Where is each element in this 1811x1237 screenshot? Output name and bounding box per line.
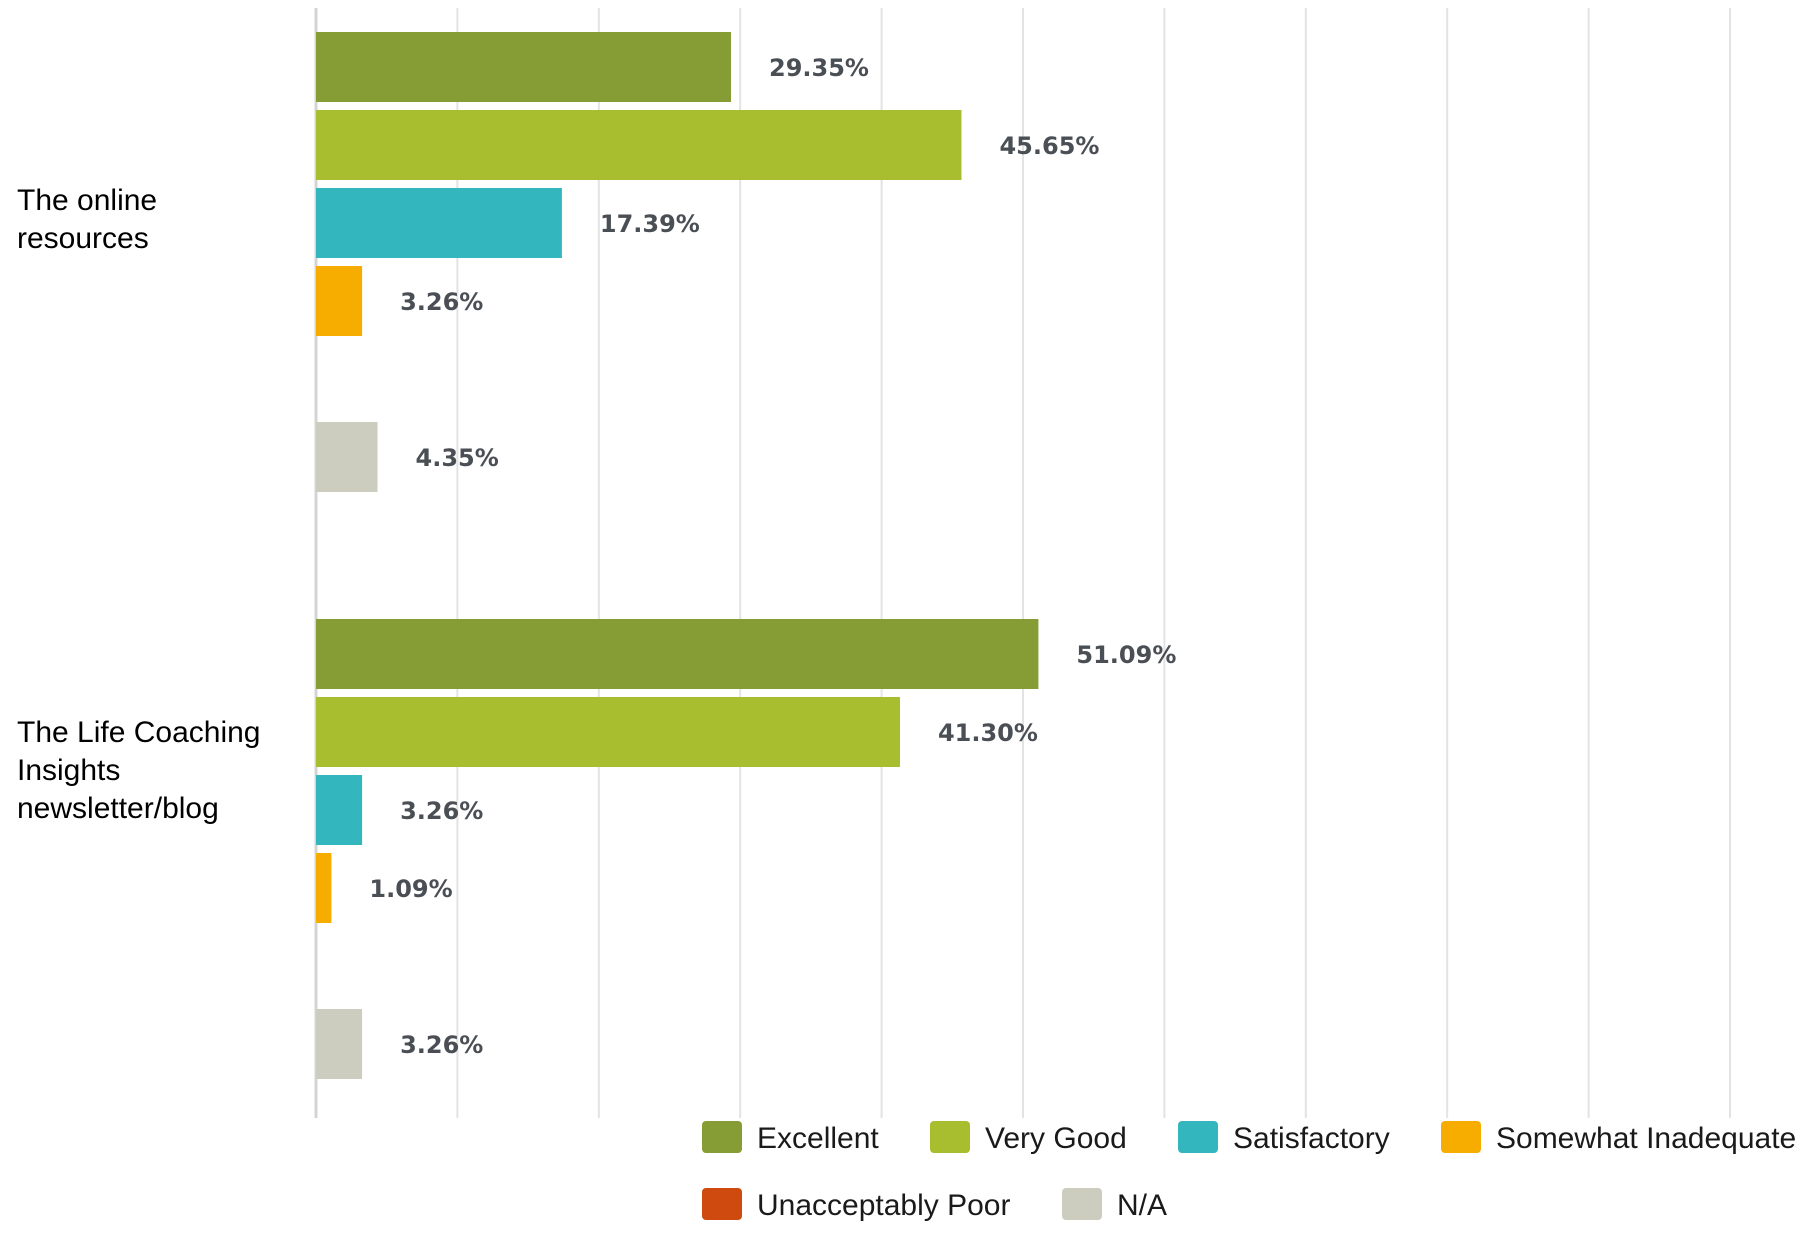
legend-item-satisfactory: Satisfactory xyxy=(1178,1121,1390,1155)
bar-satisfactory xyxy=(316,188,562,258)
data-label: 4.35% xyxy=(416,444,499,472)
data-label: 3.26% xyxy=(400,797,483,825)
data-label: 45.65% xyxy=(999,132,1099,160)
legend-label: Satisfactory xyxy=(1233,1122,1390,1155)
legend-label: Unacceptably Poor xyxy=(757,1189,1010,1222)
legend-label: Somewhat Inadequate xyxy=(1496,1122,1796,1155)
category-label-line: The online xyxy=(17,184,157,217)
legend-swatch xyxy=(1062,1188,1102,1220)
legend-swatch xyxy=(1441,1121,1481,1153)
data-label: 41.30% xyxy=(938,719,1038,747)
data-label: 51.09% xyxy=(1076,641,1176,669)
legend-label: N/A xyxy=(1117,1189,1167,1222)
legend-item-very-good: Very Good xyxy=(930,1121,1127,1155)
bar-excellent xyxy=(316,32,732,102)
bar-very-good xyxy=(316,697,900,767)
data-label: 1.09% xyxy=(369,875,452,903)
legend-swatch xyxy=(702,1188,742,1220)
legend-item-somewhat-inadequate: Somewhat Inadequate xyxy=(1441,1121,1796,1155)
category-label-line: The Life Coaching xyxy=(17,716,261,749)
bar-satisfactory xyxy=(316,775,363,845)
data-label: 3.26% xyxy=(400,288,483,316)
legend-item-n-a: N/A xyxy=(1062,1188,1167,1222)
bar-somewhat-inadequate xyxy=(316,853,332,923)
category-label: The online resources xyxy=(17,184,157,255)
bar-very-good xyxy=(316,110,962,180)
category-label-line: newsletter/blog xyxy=(17,792,219,825)
legend-item-unacceptably-poor: Unacceptably Poor xyxy=(702,1188,1010,1222)
legend-swatch xyxy=(930,1121,970,1153)
legend-swatch xyxy=(702,1121,742,1153)
data-label: 29.35% xyxy=(769,54,869,82)
legend-label: Very Good xyxy=(985,1122,1127,1155)
category-labels: The online resources The Life Coaching Insi… xyxy=(17,184,261,825)
category-label-line: resources xyxy=(17,222,149,255)
bar-n-a xyxy=(316,1009,363,1079)
bars xyxy=(316,32,1039,1079)
bar-excellent xyxy=(316,619,1039,689)
legend-swatch xyxy=(1178,1121,1218,1153)
legend-item-excellent: Excellent xyxy=(702,1121,879,1155)
legend-label: Excellent xyxy=(757,1122,879,1155)
data-labels: 29.35% 51.09% 45.65% 41.30% 17.39% 3.26% 3.26%… xyxy=(369,54,1176,1059)
bar-somewhat-inadequate xyxy=(316,266,363,336)
data-label: 3.26% xyxy=(400,1031,483,1059)
bar-n-a xyxy=(316,422,378,492)
data-label: 17.39% xyxy=(600,210,700,238)
legend: Excellent Very Good Satisfactory Somewhat I… xyxy=(702,1121,1796,1222)
category-label-line: Insights xyxy=(17,754,120,787)
category-label: The Life Coaching Insights newsletter/blog xyxy=(17,716,261,825)
